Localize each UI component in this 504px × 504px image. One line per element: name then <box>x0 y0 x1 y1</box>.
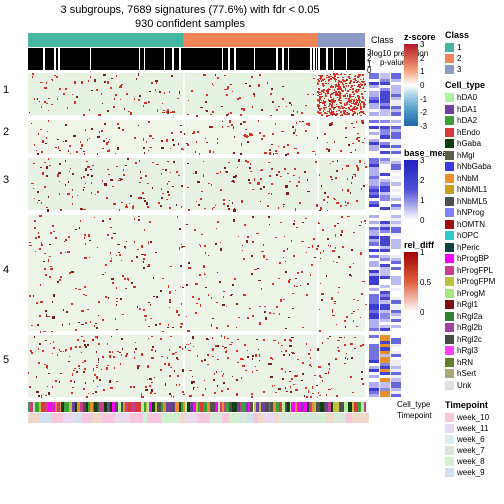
row-label-4: 4 <box>3 264 9 276</box>
row-label-5: 5 <box>3 354 9 366</box>
title-line-2: 930 confident samples <box>20 18 360 30</box>
timepoint-label: Timepoint <box>397 411 432 420</box>
title-line-1: 3 subgroups, 7689 signatures (77.6%) wit… <box>20 4 360 16</box>
cell-type-label: Cell_type <box>397 400 430 409</box>
row-label-1: 1 <box>3 84 9 96</box>
class-annotation-bar <box>28 33 365 47</box>
class-label: Class <box>371 35 394 45</box>
row-label-2: 2 <box>3 126 9 138</box>
row-label-3: 3 <box>3 174 9 186</box>
pval-label: p-value <box>380 58 406 67</box>
prediction-barcode <box>28 48 365 70</box>
